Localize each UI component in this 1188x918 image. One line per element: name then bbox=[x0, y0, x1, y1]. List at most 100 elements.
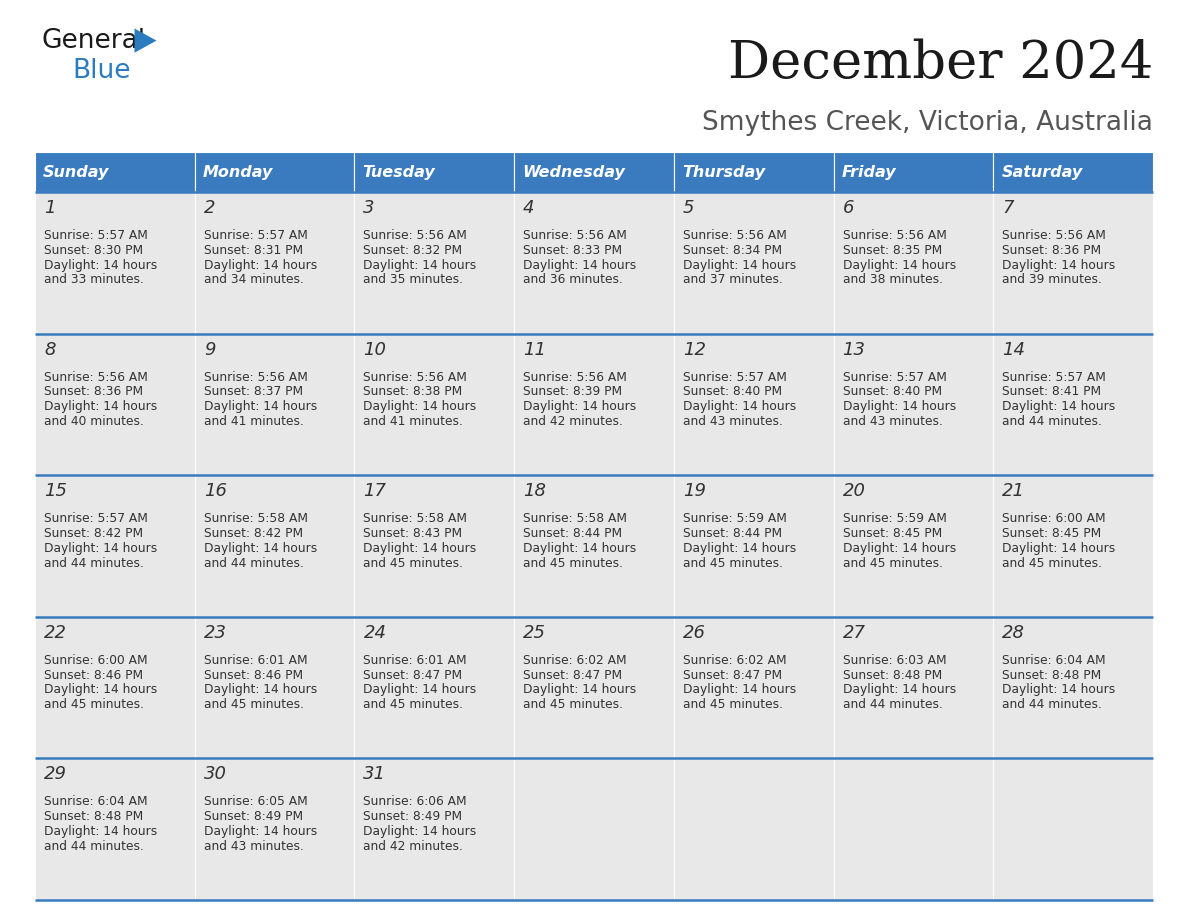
Text: and 40 minutes.: and 40 minutes. bbox=[44, 415, 144, 428]
Text: Daylight: 14 hours: Daylight: 14 hours bbox=[364, 400, 476, 413]
Text: 21: 21 bbox=[1003, 482, 1025, 500]
Text: Sunset: 8:33 PM: Sunset: 8:33 PM bbox=[523, 244, 623, 257]
Text: and 41 minutes.: and 41 minutes. bbox=[364, 415, 463, 428]
Text: and 43 minutes.: and 43 minutes. bbox=[842, 415, 942, 428]
Text: Daylight: 14 hours: Daylight: 14 hours bbox=[683, 542, 796, 554]
Bar bbox=[993, 333, 1154, 476]
Bar bbox=[195, 476, 354, 617]
Bar bbox=[674, 333, 834, 476]
Text: Daylight: 14 hours: Daylight: 14 hours bbox=[1003, 259, 1116, 272]
Text: and 33 minutes.: and 33 minutes. bbox=[44, 274, 144, 286]
Text: Daylight: 14 hours: Daylight: 14 hours bbox=[1003, 400, 1116, 413]
Text: Sunset: 8:46 PM: Sunset: 8:46 PM bbox=[44, 668, 143, 681]
Text: Sunrise: 6:00 AM: Sunrise: 6:00 AM bbox=[1003, 512, 1106, 525]
Bar bbox=[354, 476, 514, 617]
Text: Sunset: 8:37 PM: Sunset: 8:37 PM bbox=[203, 386, 303, 398]
Text: Sunrise: 5:59 AM: Sunrise: 5:59 AM bbox=[842, 512, 947, 525]
Text: Sunrise: 5:56 AM: Sunrise: 5:56 AM bbox=[364, 371, 467, 384]
Text: Sunset: 8:49 PM: Sunset: 8:49 PM bbox=[203, 811, 303, 823]
Text: Sunrise: 6:02 AM: Sunrise: 6:02 AM bbox=[683, 654, 786, 666]
Text: Daylight: 14 hours: Daylight: 14 hours bbox=[842, 259, 956, 272]
Text: Sunrise: 5:57 AM: Sunrise: 5:57 AM bbox=[44, 512, 147, 525]
Text: and 39 minutes.: and 39 minutes. bbox=[1003, 274, 1102, 286]
Text: Sunset: 8:47 PM: Sunset: 8:47 PM bbox=[523, 668, 623, 681]
Text: Daylight: 14 hours: Daylight: 14 hours bbox=[523, 683, 637, 697]
Text: 24: 24 bbox=[364, 624, 386, 642]
Text: Sunrise: 6:06 AM: Sunrise: 6:06 AM bbox=[364, 795, 467, 809]
Text: Thursday: Thursday bbox=[682, 164, 765, 180]
Bar bbox=[674, 192, 834, 333]
Text: Sunrise: 6:03 AM: Sunrise: 6:03 AM bbox=[842, 654, 946, 666]
Bar bbox=[674, 476, 834, 617]
Text: Daylight: 14 hours: Daylight: 14 hours bbox=[1003, 542, 1116, 554]
Text: 28: 28 bbox=[1003, 624, 1025, 642]
Text: 10: 10 bbox=[364, 341, 386, 359]
Text: Sunset: 8:42 PM: Sunset: 8:42 PM bbox=[44, 527, 143, 540]
Text: Sunset: 8:32 PM: Sunset: 8:32 PM bbox=[364, 244, 462, 257]
Bar bbox=[993, 758, 1154, 900]
Text: Sunset: 8:45 PM: Sunset: 8:45 PM bbox=[842, 527, 942, 540]
Text: Sunrise: 5:57 AM: Sunrise: 5:57 AM bbox=[203, 229, 308, 242]
Bar bbox=[195, 152, 354, 192]
Text: and 38 minutes.: and 38 minutes. bbox=[842, 274, 942, 286]
Text: 8: 8 bbox=[44, 341, 56, 359]
Text: Daylight: 14 hours: Daylight: 14 hours bbox=[44, 542, 157, 554]
Bar bbox=[34, 192, 195, 333]
Text: and 45 minutes.: and 45 minutes. bbox=[1003, 556, 1102, 569]
Text: Daylight: 14 hours: Daylight: 14 hours bbox=[203, 825, 317, 838]
Bar bbox=[354, 152, 514, 192]
Text: 16: 16 bbox=[203, 482, 227, 500]
Text: Sunset: 8:45 PM: Sunset: 8:45 PM bbox=[1003, 527, 1101, 540]
Bar bbox=[993, 617, 1154, 758]
Text: Daylight: 14 hours: Daylight: 14 hours bbox=[683, 259, 796, 272]
Text: and 44 minutes.: and 44 minutes. bbox=[842, 699, 942, 711]
Text: and 45 minutes.: and 45 minutes. bbox=[523, 699, 624, 711]
Text: Sunrise: 5:58 AM: Sunrise: 5:58 AM bbox=[203, 512, 308, 525]
Text: Smythes Creek, Victoria, Australia: Smythes Creek, Victoria, Australia bbox=[702, 110, 1154, 136]
Text: Sunset: 8:40 PM: Sunset: 8:40 PM bbox=[842, 386, 942, 398]
Text: Sunset: 8:35 PM: Sunset: 8:35 PM bbox=[842, 244, 942, 257]
Text: Sunset: 8:47 PM: Sunset: 8:47 PM bbox=[683, 668, 782, 681]
Text: Sunrise: 5:57 AM: Sunrise: 5:57 AM bbox=[842, 371, 947, 384]
Text: Daylight: 14 hours: Daylight: 14 hours bbox=[44, 259, 157, 272]
Text: Sunset: 8:30 PM: Sunset: 8:30 PM bbox=[44, 244, 143, 257]
Text: and 45 minutes.: and 45 minutes. bbox=[44, 699, 144, 711]
Text: Tuesday: Tuesday bbox=[362, 164, 435, 180]
Text: Daylight: 14 hours: Daylight: 14 hours bbox=[1003, 683, 1116, 697]
Bar bbox=[34, 758, 195, 900]
Bar bbox=[34, 152, 195, 192]
Text: 18: 18 bbox=[523, 482, 546, 500]
Text: 6: 6 bbox=[842, 199, 854, 217]
Text: and 45 minutes.: and 45 minutes. bbox=[364, 556, 463, 569]
Text: Sunset: 8:43 PM: Sunset: 8:43 PM bbox=[364, 527, 462, 540]
Text: and 44 minutes.: and 44 minutes. bbox=[1003, 415, 1102, 428]
Bar bbox=[834, 333, 993, 476]
Bar bbox=[993, 192, 1154, 333]
Text: Sunset: 8:49 PM: Sunset: 8:49 PM bbox=[364, 811, 462, 823]
Bar bbox=[354, 333, 514, 476]
Text: Sunset: 8:46 PM: Sunset: 8:46 PM bbox=[203, 668, 303, 681]
Text: Sunset: 8:31 PM: Sunset: 8:31 PM bbox=[203, 244, 303, 257]
Text: and 34 minutes.: and 34 minutes. bbox=[203, 274, 304, 286]
Text: Daylight: 14 hours: Daylight: 14 hours bbox=[44, 683, 157, 697]
Text: Sunday: Sunday bbox=[43, 164, 109, 180]
Text: and 41 minutes.: and 41 minutes. bbox=[203, 415, 304, 428]
Text: Sunrise: 5:56 AM: Sunrise: 5:56 AM bbox=[842, 229, 947, 242]
Text: 29: 29 bbox=[44, 766, 67, 783]
Text: 14: 14 bbox=[1003, 341, 1025, 359]
Text: Sunrise: 5:59 AM: Sunrise: 5:59 AM bbox=[683, 512, 786, 525]
Text: 9: 9 bbox=[203, 341, 215, 359]
Text: 26: 26 bbox=[683, 624, 706, 642]
Bar bbox=[354, 758, 514, 900]
Text: Sunset: 8:48 PM: Sunset: 8:48 PM bbox=[44, 811, 144, 823]
Text: 12: 12 bbox=[683, 341, 706, 359]
Text: and 35 minutes.: and 35 minutes. bbox=[364, 274, 463, 286]
Bar bbox=[674, 758, 834, 900]
Text: Sunset: 8:40 PM: Sunset: 8:40 PM bbox=[683, 386, 782, 398]
Bar bbox=[834, 152, 993, 192]
Text: Sunrise: 5:56 AM: Sunrise: 5:56 AM bbox=[523, 371, 627, 384]
Bar bbox=[354, 617, 514, 758]
Text: Sunset: 8:34 PM: Sunset: 8:34 PM bbox=[683, 244, 782, 257]
Text: Daylight: 14 hours: Daylight: 14 hours bbox=[842, 683, 956, 697]
Text: and 36 minutes.: and 36 minutes. bbox=[523, 274, 623, 286]
